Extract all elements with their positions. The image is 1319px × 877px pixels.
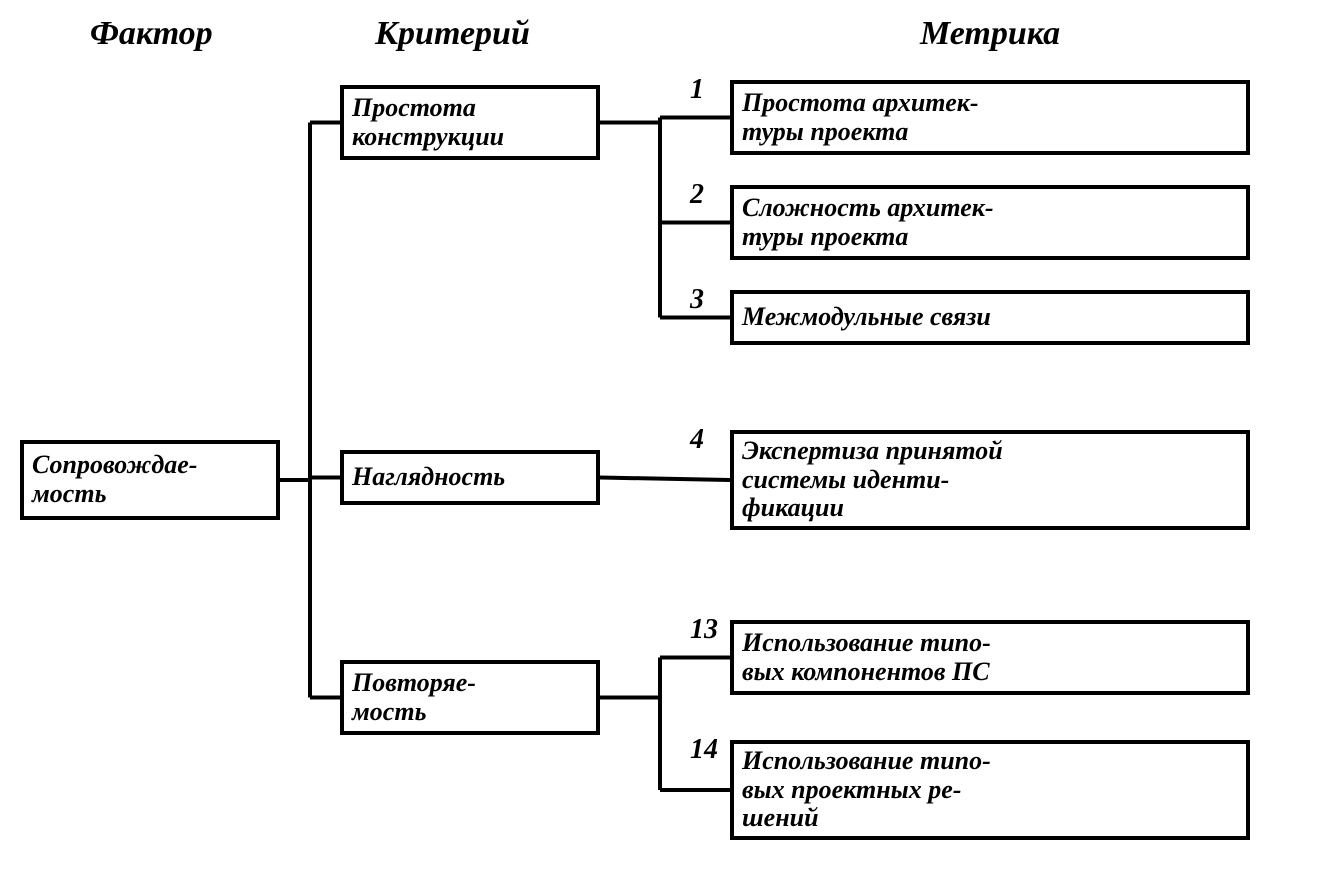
diagram-canvas: Фактор Критерий Метрика Сопровождае- мос… — [0, 0, 1319, 877]
num-m1: 1 — [690, 74, 704, 106]
num-m2: 2 — [690, 179, 704, 211]
node-crit3: Повторяе- мость — [340, 660, 600, 735]
num-m4: 4 — [690, 424, 704, 456]
node-crit2: Наглядность — [340, 450, 600, 505]
num-m3: 3 — [690, 284, 704, 316]
node-m3: Межмодульные связи — [730, 290, 1250, 345]
node-m4: Экспертиза принятой системы иденти- фика… — [730, 430, 1250, 530]
header-criterion: Критерий — [375, 15, 530, 53]
node-factor: Сопровождае- мость — [20, 440, 280, 520]
node-m14: Использование типо- вых проектных ре- ше… — [730, 740, 1250, 840]
header-metric: Метрика — [920, 15, 1060, 53]
num-m14: 14 — [690, 734, 718, 766]
header-factor: Фактор — [90, 15, 213, 53]
node-m2: Сложность архитек- туры проекта — [730, 185, 1250, 260]
num-m13: 13 — [690, 614, 718, 646]
node-m13: Использование типо- вых компонентов ПС — [730, 620, 1250, 695]
node-m1: Простота архитек- туры проекта — [730, 80, 1250, 155]
node-crit1: Простота конструкции — [340, 85, 600, 160]
